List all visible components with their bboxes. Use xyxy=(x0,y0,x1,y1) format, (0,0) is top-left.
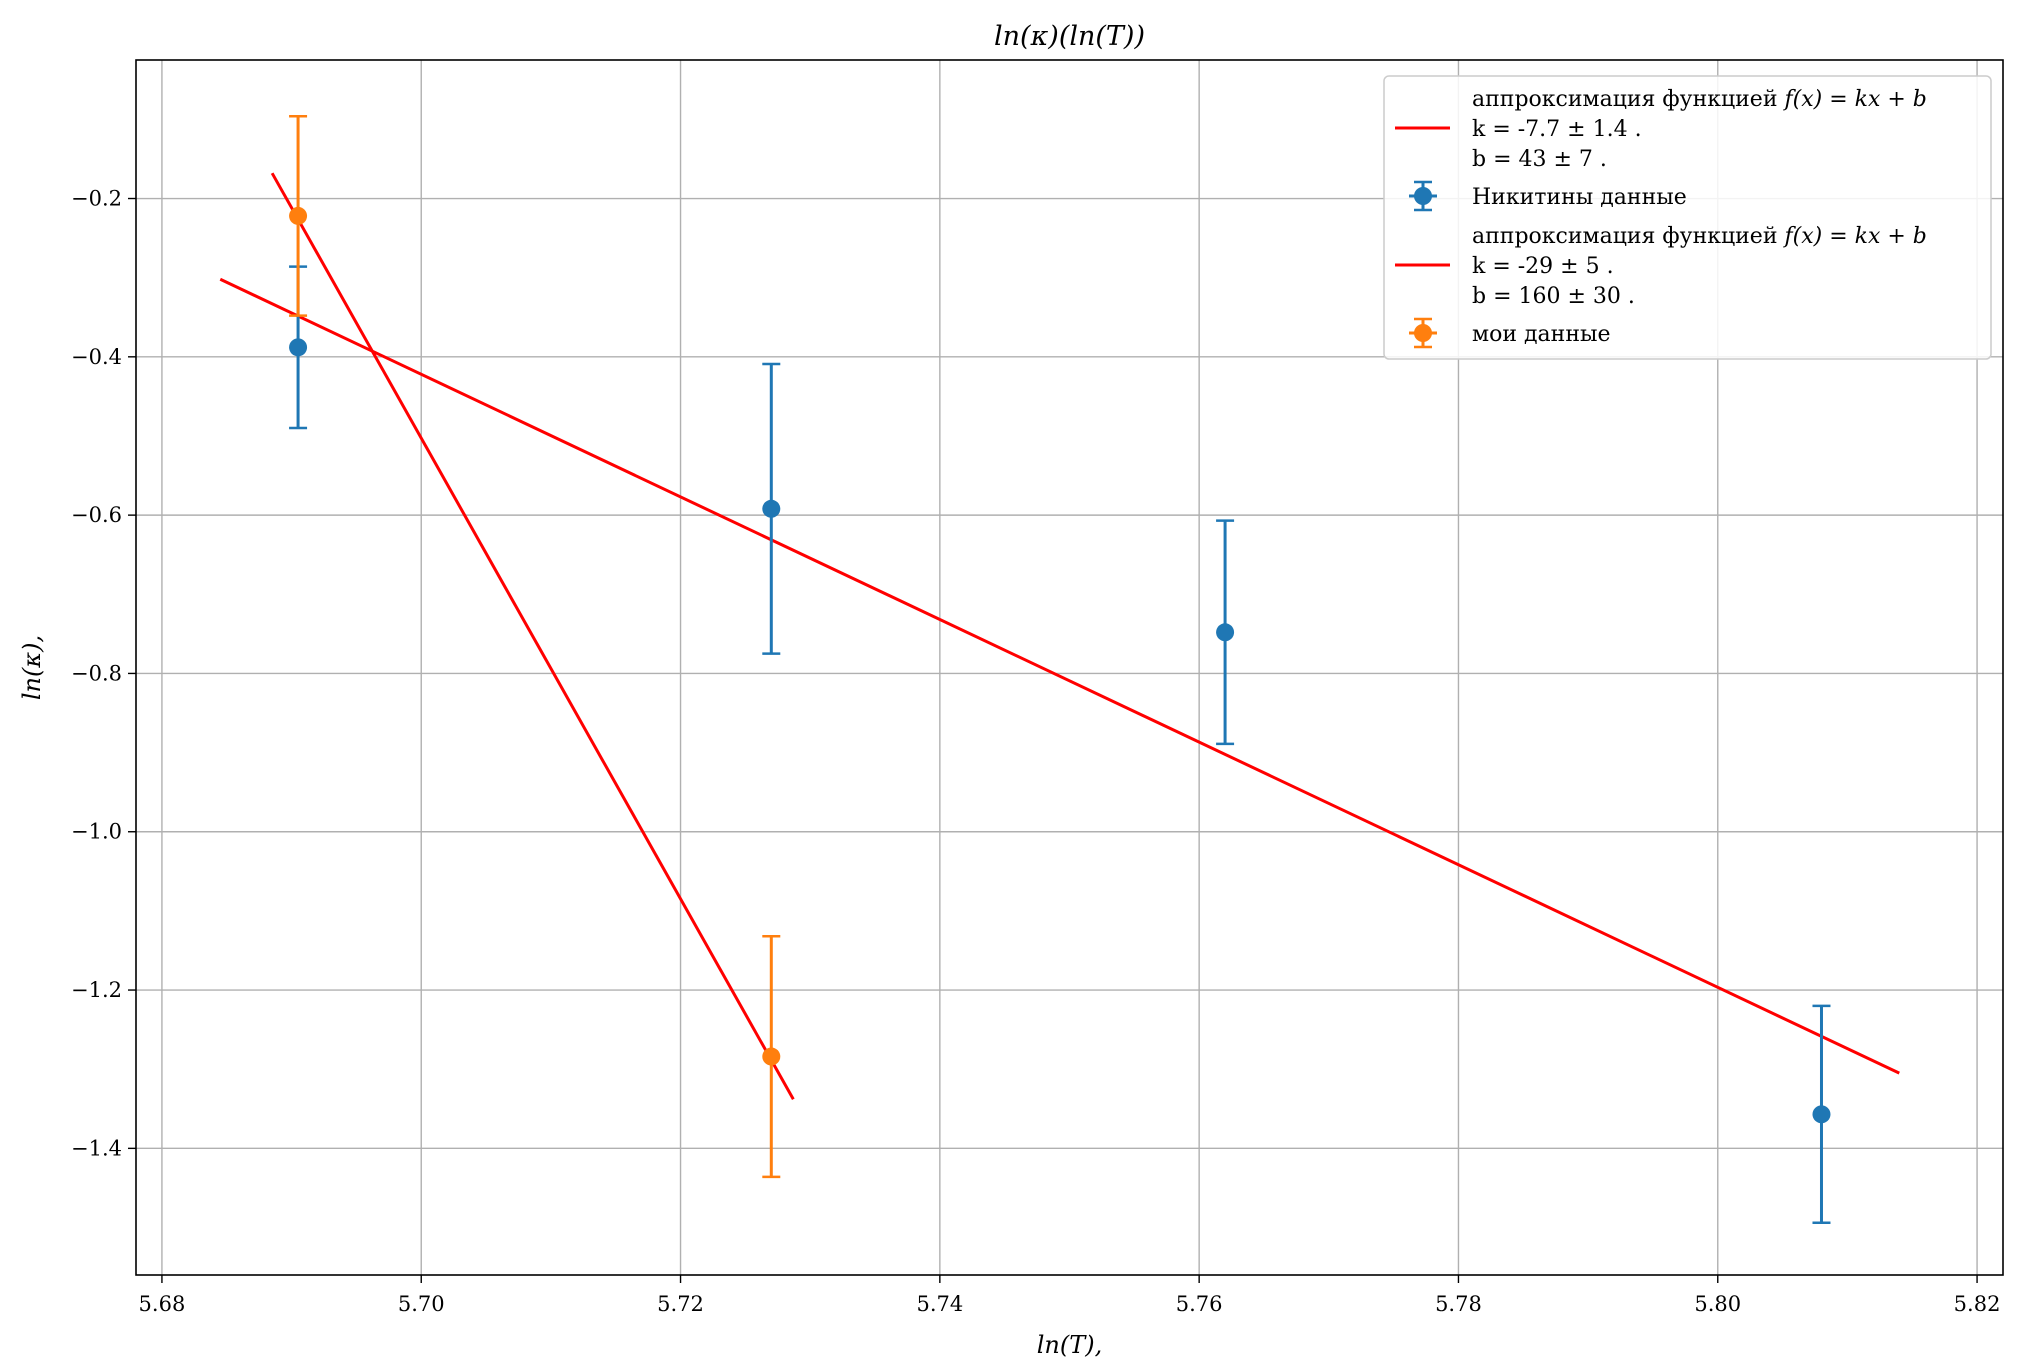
x-tick-label: 5.74 xyxy=(916,1292,963,1316)
y-tick-label: −0.6 xyxy=(71,503,122,527)
legend-fit-formula: f(x) = kx + b xyxy=(1782,224,1926,249)
fit-lines xyxy=(219,172,1900,1101)
x-tick-label: 5.78 xyxy=(1435,1292,1482,1316)
legend-fit-1-k: k = -7.7 ± 1.4 . xyxy=(1472,117,1642,142)
y-tick-label: −0.8 xyxy=(71,661,122,685)
legend-series-2-label: мои данные xyxy=(1472,322,1611,347)
x-tick-label: 5.72 xyxy=(657,1292,704,1316)
series-1-point xyxy=(1216,519,1235,746)
legend-fit-2-k: k = -29 ± 5 . xyxy=(1472,254,1614,279)
legend-fit-formula: f(x) = kx + b xyxy=(1782,87,1926,112)
data-point xyxy=(1812,1105,1831,1124)
fit-line-1 xyxy=(219,277,1900,1075)
legend-series-1-label: Никитины данные xyxy=(1472,185,1687,210)
data-point xyxy=(289,206,308,225)
data-point xyxy=(289,338,308,357)
x-tick-label: 5.76 xyxy=(1176,1292,1223,1316)
data-point xyxy=(762,1047,781,1066)
legend-fit-2-b: b = 160 ± 30 . xyxy=(1472,284,1635,309)
y-tick-label: −1.2 xyxy=(71,978,122,1002)
y-axis-label: ln(κ), xyxy=(18,635,46,700)
data-point xyxy=(1216,623,1235,642)
axis-ticks: 5.68 5.70 5.72 5.74 5.76 5.78 5.80 5.82 −1.4 −1.2… xyxy=(71,187,2000,1316)
legend-series-2-swatch xyxy=(1409,317,1437,349)
series-2-point xyxy=(289,114,308,317)
y-tick-label: −0.4 xyxy=(71,345,122,369)
legend: аппроксимация функцией f(x) = kx + b k = … xyxy=(1383,75,1992,360)
data-point xyxy=(762,499,781,518)
series-2-point xyxy=(762,934,781,1179)
legend-fit-1-b: b = 43 ± 7 . xyxy=(1472,147,1607,172)
x-tick-label: 5.68 xyxy=(139,1292,186,1316)
x-tick-label: 5.70 xyxy=(398,1292,445,1316)
y-tick-label: −0.2 xyxy=(71,187,122,211)
x-axis-label: ln(T), xyxy=(1037,1331,1103,1359)
chart-title: ln(κ)(ln(T)) xyxy=(994,21,1145,52)
legend-fit-1-label: аппроксимация функцией f(x) = kx + b xyxy=(1472,87,1927,112)
x-tick-label: 5.82 xyxy=(1954,1292,2001,1316)
legend-box xyxy=(1383,75,1992,360)
legend-fit-2-label: аппроксимация функцией f(x) = kx + b xyxy=(1472,224,1927,249)
fit-line-2 xyxy=(270,172,795,1101)
plot-frame xyxy=(135,59,2004,1276)
y-tick-label: −1.4 xyxy=(71,1136,122,1160)
y-tick-label: −1.0 xyxy=(71,820,122,844)
legend-marker xyxy=(1414,324,1432,342)
legend-fit-prefix: аппроксимация функцией xyxy=(1472,87,1784,112)
x-tick-label: 5.80 xyxy=(1694,1292,1741,1316)
series-1-point xyxy=(1812,1004,1831,1225)
legend-fit-prefix: аппроксимация функцией xyxy=(1472,224,1784,249)
series-1-point xyxy=(762,362,781,655)
legend-series-1-swatch xyxy=(1409,180,1437,212)
legend-marker xyxy=(1414,187,1432,205)
data-series xyxy=(289,114,1831,1225)
